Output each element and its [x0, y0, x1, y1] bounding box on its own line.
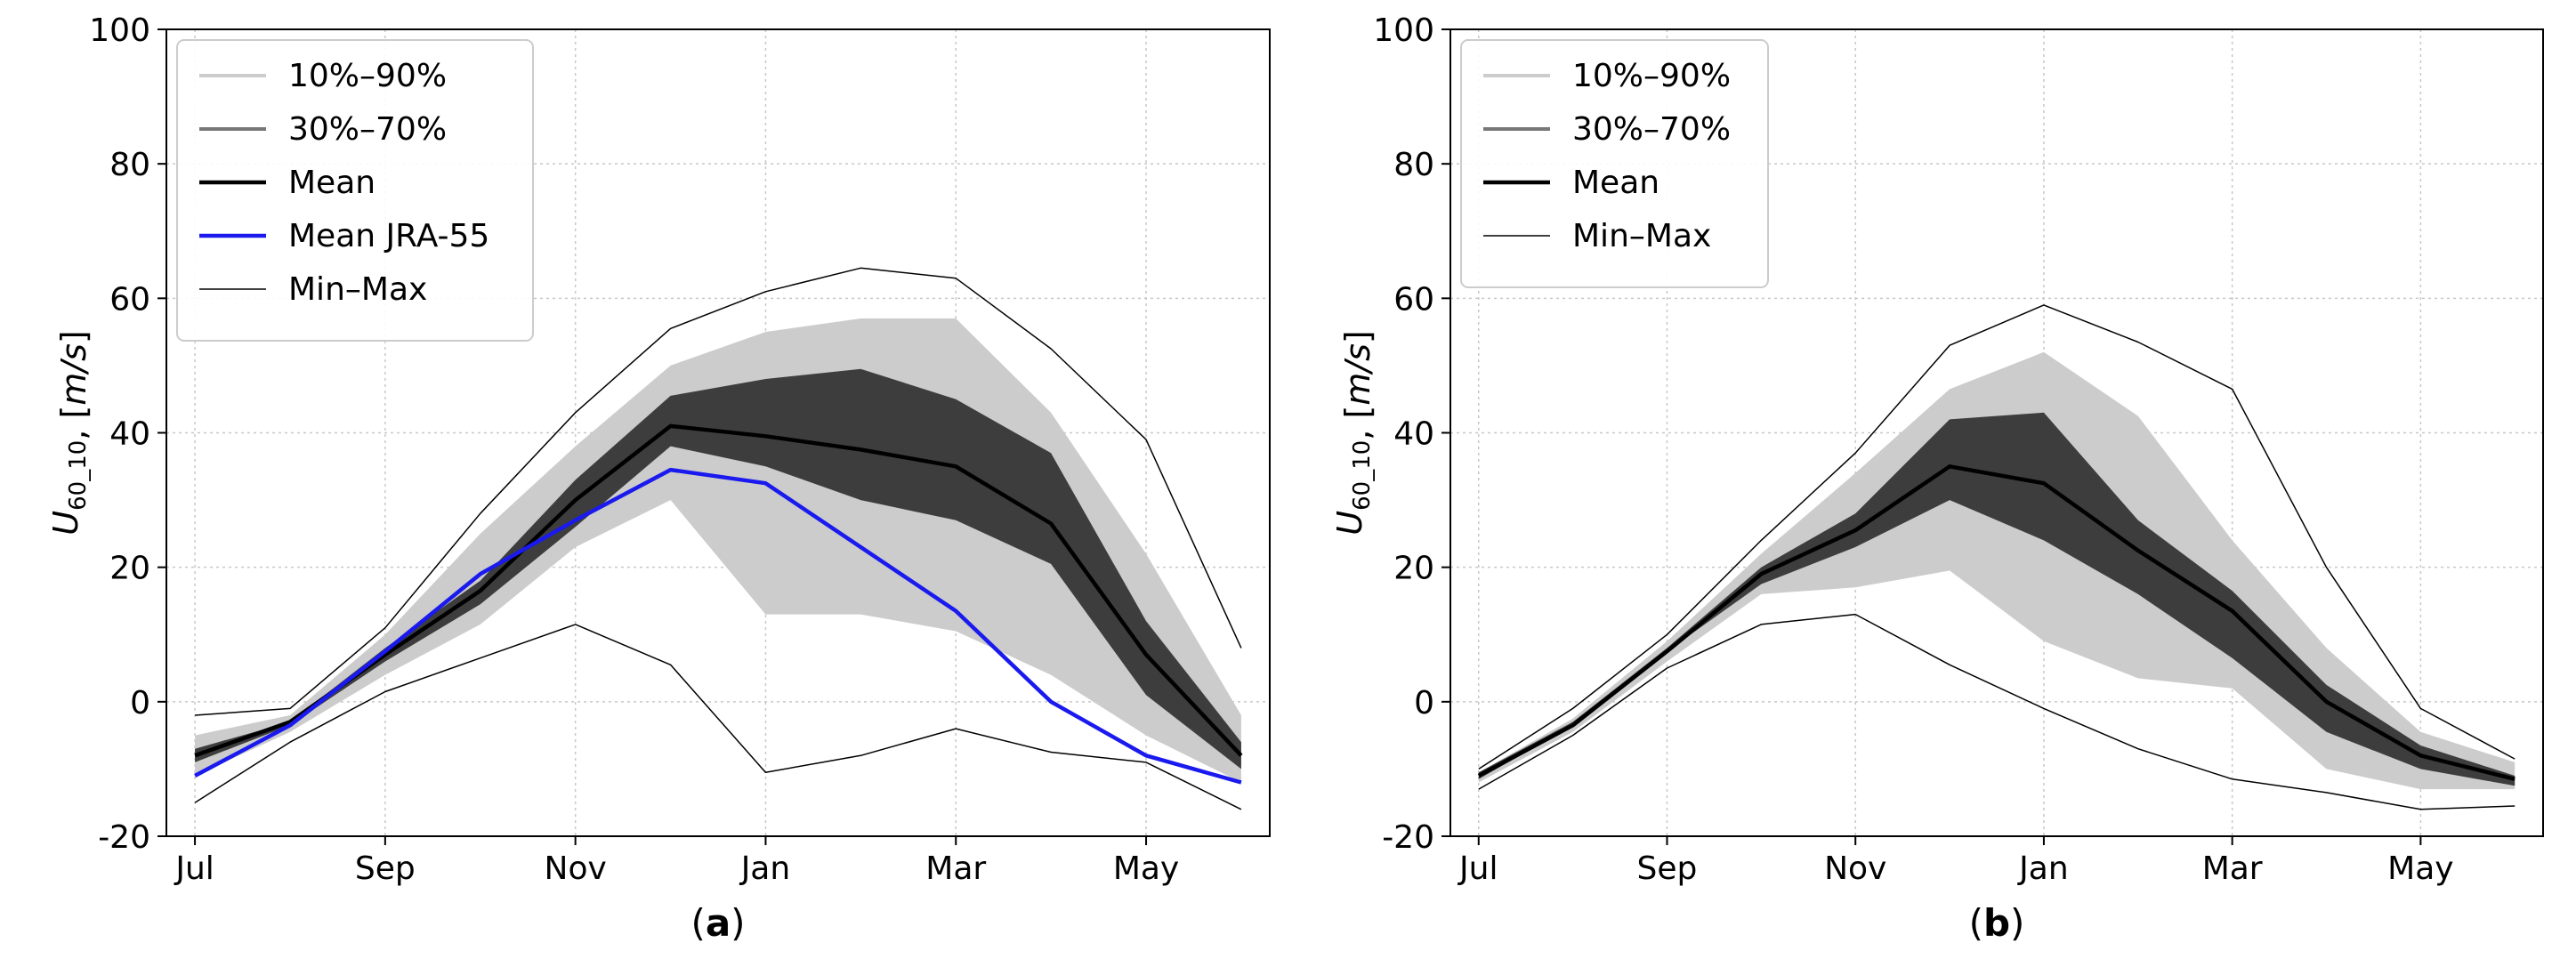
x-tick-label: Nov: [545, 850, 607, 887]
x-tick-label: Mar: [925, 850, 986, 887]
legend-label: Min–Max: [288, 271, 427, 308]
x-tick-label: Jul: [174, 850, 214, 887]
y-tick-label: 20: [1393, 551, 1434, 587]
line-min: [194, 624, 1242, 810]
y-axis-label: U60_10, [m/s]: [46, 330, 93, 535]
line-mean-jra55: [194, 467, 1242, 785]
legend-label: 10%–90%: [1572, 58, 1731, 94]
line-max: [1478, 304, 2515, 770]
band-10-90: [1478, 351, 2515, 790]
legend-label: Mean: [288, 165, 375, 201]
legend-box: [176, 39, 534, 342]
x-tick-label: Sep: [1637, 850, 1698, 887]
x-tick-label: Jul: [1458, 850, 1498, 887]
y-tick-label: -20: [1382, 819, 1434, 856]
x-tick-label: Jan: [2017, 850, 2069, 887]
legend-box: [1460, 39, 1769, 288]
x-tick-label: Jan: [739, 850, 791, 887]
y-tick-label: 0: [130, 685, 150, 721]
y-tick-label: 80: [1393, 147, 1434, 183]
legend-label: 10%–90%: [288, 58, 447, 94]
line-max: [195, 267, 1242, 716]
band-30-70: [195, 368, 1241, 770]
x-tick-label: May: [1113, 850, 1179, 887]
legend-label: 30%–70%: [288, 111, 447, 148]
legend-label: Mean: [1572, 165, 1659, 201]
line-min: [1478, 613, 2515, 810]
y-tick-label: 40: [1393, 416, 1434, 453]
y-tick-label: 60: [109, 281, 150, 318]
y-tick-label: 100: [1373, 12, 1434, 49]
legend: 10%–90% 30%–70% Mean Min–Max: [1460, 39, 1769, 288]
x-tick-label: Sep: [355, 850, 416, 887]
panel-a: -20 0 20 40 60 80 100 Jul Sep Nov Jan Mar May U60_10,…: [46, 12, 1271, 945]
y-tick-label: 100: [89, 12, 150, 49]
legend-label: Min–Max: [1572, 218, 1711, 254]
y-axis-label: U60_10, [m/s]: [1330, 330, 1377, 535]
line-mean: [1477, 464, 2515, 781]
x-tick-label: Mar: [2202, 850, 2263, 887]
legend-label: Mean JRA-55: [288, 218, 489, 254]
y-tick-label: 60: [1393, 281, 1434, 318]
y-tick-label: 80: [109, 147, 150, 183]
x-tick-label: May: [2387, 850, 2453, 887]
y-tick-label: 20: [109, 551, 150, 587]
x-tick-label: Nov: [1824, 850, 1886, 887]
y-tick-label: 0: [1414, 685, 1434, 721]
panel-b: -20 0 20 40 60 80 100 Jul Sep Nov Jan Mar May U60_10,…: [1330, 12, 2544, 945]
y-tick-label: 40: [109, 416, 150, 453]
legend-label: 30%–70%: [1572, 111, 1731, 148]
panel-label: (a): [690, 901, 745, 945]
legend: 10%–90% 30%–70% Mean Mean JRA-55 Min–Max: [176, 39, 534, 342]
y-tick-label: -20: [98, 819, 150, 856]
panel-label: (b): [1969, 901, 2025, 945]
